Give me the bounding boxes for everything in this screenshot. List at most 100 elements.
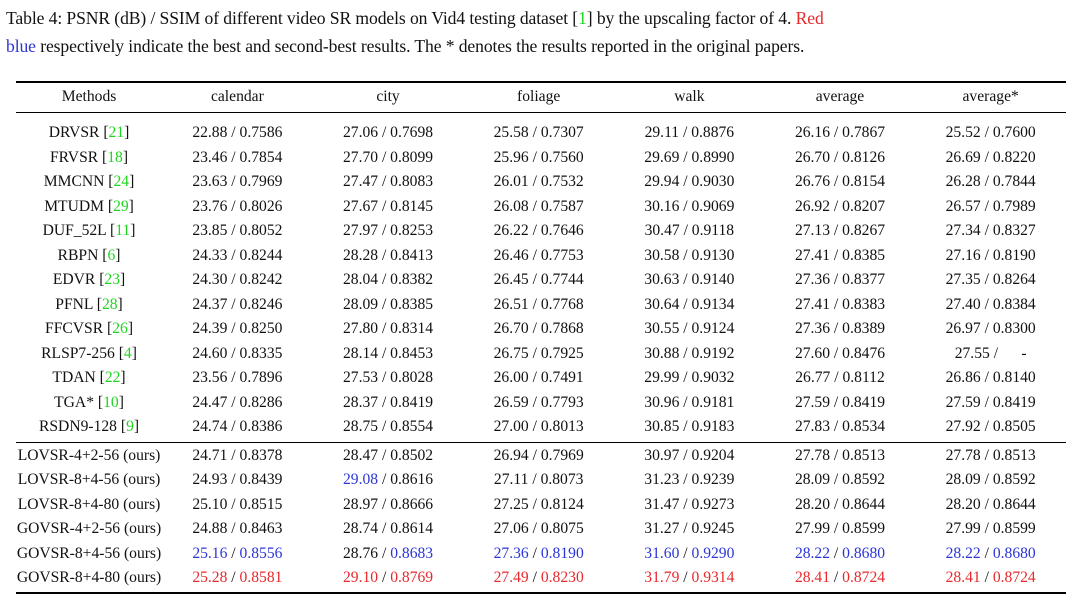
citation-link[interactable]: 24: [113, 173, 130, 190]
citation-link[interactable]: 11: [115, 222, 131, 239]
metric-cell: 29.69 / 0.8990: [644, 148, 735, 166]
metric-cell: 31.27 / 0.9245: [644, 520, 735, 537]
ssim-value: 0.9245: [691, 520, 735, 537]
metric-cell: 23.85 / 0.8052: [192, 222, 283, 239]
metric-cell: 27.49 / 0.8230: [493, 569, 584, 586]
method-cell: GOVSR-8+4-56 (ours): [16, 544, 162, 562]
ours-separator-rule: [16, 442, 1066, 443]
citation-link[interactable]: 4: [123, 344, 132, 362]
metric-cell: 27.00 / 0.8013: [493, 418, 584, 435]
method-cell: FFCVSR [26]: [45, 320, 134, 337]
metric-cell: 24.39 / 0.8250: [192, 320, 283, 337]
psnr-value: 31.79: [644, 569, 680, 586]
citation-link[interactable]: 10: [103, 393, 119, 411]
metric-cell: 29.08 / 0.8616: [342, 471, 434, 488]
psnr-value: 24.88: [192, 520, 228, 537]
metric-cell: 27.99 / 0.8599: [794, 520, 886, 537]
ssim-value: 0.8724: [992, 569, 1036, 586]
psnr-value: 28.97: [342, 495, 379, 513]
header-city: city: [376, 88, 400, 105]
metric-cell: 24.60 / 0.8335: [192, 344, 283, 362]
ssim-value: 0.8599: [842, 520, 886, 537]
method-name: PFNL: [55, 295, 93, 313]
metric-cell: 27.36 / 0.8389: [794, 320, 886, 337]
psnr-value: 27.11: [493, 471, 529, 488]
metric-cell: 28.20 / 0.8644: [945, 495, 1036, 513]
citation-link[interactable]: 26: [112, 320, 128, 337]
caption-citation-link[interactable]: 1: [578, 8, 587, 28]
metric-cell: 30.47 / 0.9118: [644, 222, 735, 239]
metric-cell: 26.08 / 0.7587: [493, 197, 584, 215]
metric-cell: 27.55 / -: [954, 344, 1027, 362]
metric-cell: 31.60 / 0.9290: [644, 544, 735, 562]
metric-cell: 26.01 / 0.7532: [493, 173, 584, 190]
metric-cell: 28.04 / 0.8382: [342, 271, 434, 288]
metric-cell: 27.47 / 0.8083: [342, 173, 434, 190]
psnr-value: 28.74: [342, 520, 379, 537]
metric-cell: 28.22 / 0.8680: [794, 544, 886, 562]
metric-cell: 26.97 / 0.8300: [945, 320, 1036, 337]
citation-link[interactable]: 9: [126, 418, 134, 435]
method-cell: DRVSR [21]: [48, 124, 130, 141]
psnr-value: 27.78: [945, 446, 981, 464]
ssim-value: 0.8644: [842, 495, 886, 513]
ssim-value: 0.8513: [992, 446, 1036, 464]
method-cell: RBPN [6]: [57, 246, 121, 264]
spacer-row: [16, 112, 1066, 121]
ssim-value: 0.8439: [239, 471, 283, 488]
header-average: average: [815, 88, 865, 105]
metric-cell: 31.47 / 0.9273: [644, 495, 735, 513]
ssim-value: 0.7969: [540, 446, 584, 464]
citation-link[interactable]: 21: [108, 124, 125, 141]
metric-cell: 28.20 / 0.8644: [794, 495, 886, 513]
method-name: RBPN: [57, 246, 99, 264]
metric-cell: 26.70 / 0.8126: [794, 148, 886, 166]
metric-cell: 30.16 / 0.9069: [644, 197, 735, 215]
metric-cell: 27.60 / 0.8476: [794, 344, 886, 362]
ssim-value: 0.8075: [540, 520, 584, 537]
metric-cell: 24.71 / 0.8378: [192, 446, 283, 464]
ssim-value: 0.9290: [691, 544, 735, 562]
citation-link[interactable]: 6: [107, 246, 116, 264]
citation-link[interactable]: 28: [101, 295, 118, 313]
metric-cell: 27.36 / 0.8190: [493, 544, 584, 562]
metric-cell: 30.88 / 0.9192: [644, 344, 735, 362]
metric-cell: 26.77 / 0.8112: [795, 369, 885, 386]
ssim-value: 0.8513: [842, 446, 886, 464]
metric-cell: 31.23 / 0.9239: [644, 471, 735, 488]
method-cell: MMCNN [24]: [43, 173, 135, 190]
metric-cell: 28.09 / 0.8592: [945, 471, 1036, 488]
citation-link[interactable]: 18: [107, 148, 123, 166]
metric-cell: 29.99 / 0.9032: [644, 369, 735, 386]
method-name: RSDN9-128: [38, 418, 117, 435]
header-rule: [16, 112, 1066, 113]
psnr-value: 29.10: [342, 569, 379, 586]
table-row: EDVR [23] 24.30 / 0.8242 28.04 / 0.8382 26.…: [16, 268, 1066, 293]
metric-cell: 28.28 / 0.8413: [342, 246, 434, 264]
metric-cell: 25.52 / 0.7600: [945, 124, 1036, 141]
method-name: MMCNN: [43, 173, 105, 190]
metric-cell: 26.94 / 0.7969: [493, 446, 584, 464]
metric-cell: 28.76 / 0.8683: [342, 544, 434, 562]
ssim-value: 0.9314: [691, 569, 735, 586]
citation-link[interactable]: 29: [113, 197, 129, 215]
table-row-ours: LOVSR-8+4-80 (ours) 25.10 / 0.8515 28.97 /…: [16, 493, 1066, 518]
ssim-value: 0.8515: [239, 495, 283, 513]
psnr-value: 31.23: [644, 471, 680, 488]
method-name: EDVR: [52, 271, 96, 288]
header-row: Methods calendar city foliage walk avera…: [16, 82, 1066, 112]
ssim-value: 0.8378: [239, 446, 283, 464]
metric-cell: 27.78 / 0.8513: [794, 446, 886, 464]
psnr-value: 28.09: [794, 471, 831, 488]
citation-link[interactable]: 22: [104, 369, 121, 386]
table-row: RLSP7-256 [4] 24.60 / 0.8335 28.14 / 0.845…: [16, 342, 1066, 367]
method-cell: GOVSR-4+2-56 (ours): [16, 520, 162, 537]
table-row: FFCVSR [26] 24.39 / 0.8250 27.80 / 0.8314 2…: [16, 317, 1066, 342]
table-row-ours: LOVSR-8+4-56 (ours) 24.93 / 0.8439 29.08 /…: [16, 468, 1066, 493]
psnr-value: 28.20: [794, 495, 831, 513]
header-calendar: calendar: [210, 88, 264, 105]
citation-link[interactable]: 23: [104, 271, 120, 288]
psnr-value: 27.99: [794, 520, 831, 537]
metric-cell: 27.83 / 0.8534: [794, 418, 886, 435]
metric-cell: 28.75 / 0.8554: [342, 418, 434, 435]
